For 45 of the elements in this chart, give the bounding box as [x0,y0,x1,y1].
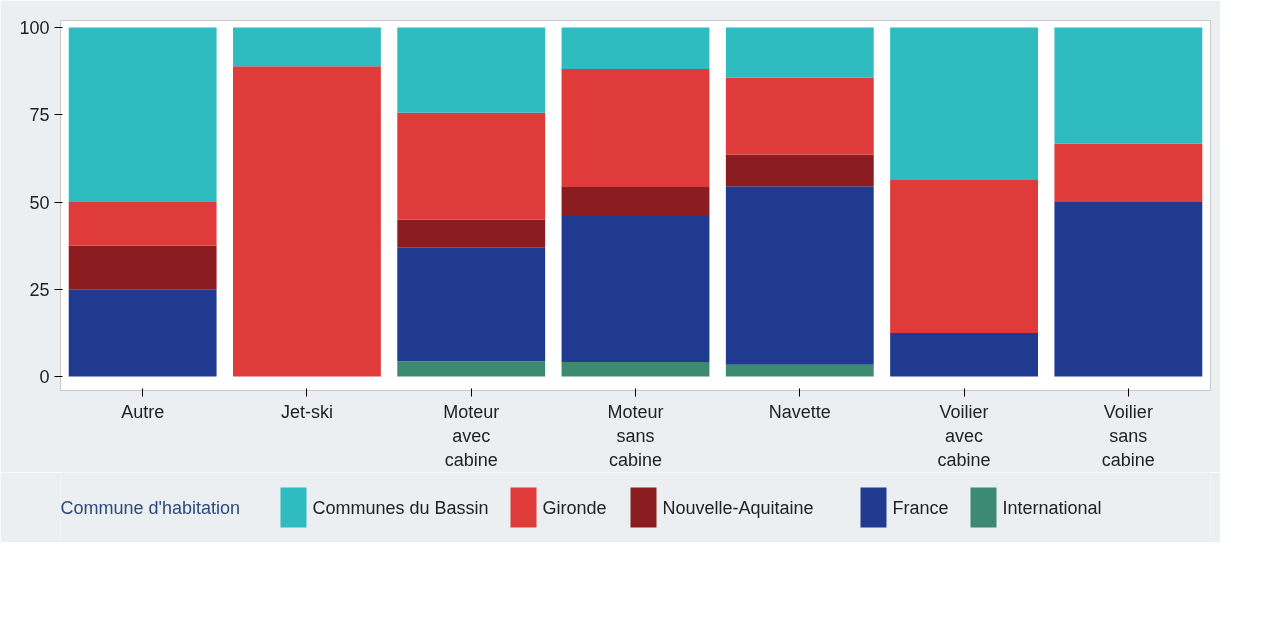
bar [561,69,710,187]
bar [890,27,1038,181]
y-tick-label: 100 [19,17,50,38]
x-tick-label: Navette [768,401,831,422]
y-tick-label: 75 [29,105,50,126]
bar [68,202,217,246]
legend-label: Nouvelle-Aquitaine [662,497,814,518]
x-tick-label: Voilier sans cabine [1101,401,1155,470]
bar [68,245,217,290]
x-tick-label: Voilier avec cabine [937,401,991,470]
legend-title: Commune d'habitation [60,497,241,518]
bar [725,186,874,365]
bar [725,77,874,155]
bar [1054,143,1203,203]
y-tick-label: 0 [39,367,50,388]
bar [890,180,1038,333]
y-tick-label: 25 [29,279,50,300]
bar [1054,202,1203,377]
bar [233,66,381,377]
bar [561,361,710,377]
bar [1054,27,1203,144]
bar [725,154,874,187]
y-tick-label: 50 [29,192,50,213]
bar [397,219,546,248]
bar [397,112,546,220]
legend-label: Communes du Bassin [312,497,489,518]
bar [561,215,710,362]
x-tick-label: Moteur sans cabine [607,401,664,470]
bar [561,27,710,70]
legend-label: International [1002,497,1102,518]
x-tick-label: Jet-ski [280,401,333,422]
bar [725,27,874,78]
bar [233,27,381,67]
legend-label: France [892,497,949,518]
x-tick-label: Moteur avec cabine [443,401,500,470]
bar [561,187,710,216]
bar [397,361,546,377]
bar [68,289,217,377]
bar [890,332,1038,377]
x-tick-label: Autre [121,401,165,422]
bar [397,247,546,362]
bar [725,364,874,377]
legend-label: Gironde [542,497,607,518]
bar [397,27,546,113]
bar [68,27,217,203]
